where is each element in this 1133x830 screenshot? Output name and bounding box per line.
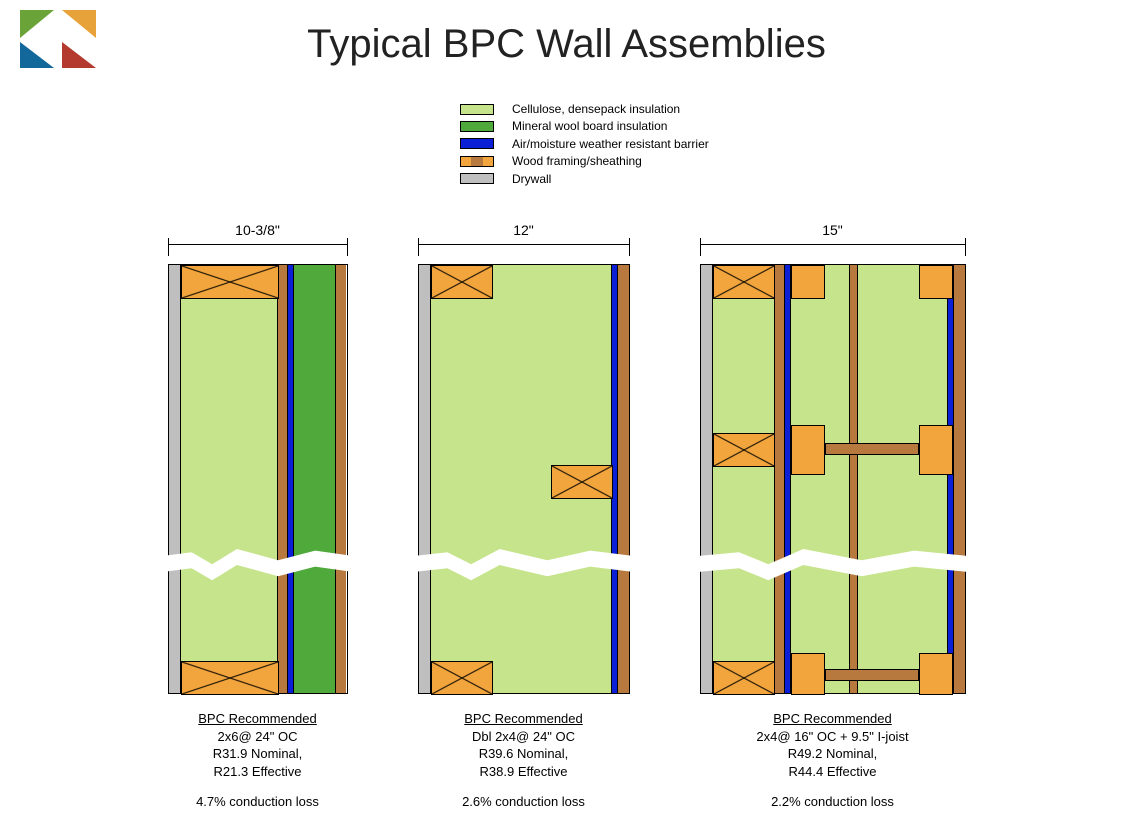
legend-swatch bbox=[460, 104, 494, 115]
dimension-line bbox=[700, 244, 966, 264]
caption-line: R39.6 Nominal, bbox=[418, 745, 630, 763]
caption-title: BPC Recommended bbox=[168, 710, 348, 728]
dimension-line bbox=[168, 244, 348, 264]
wall-section bbox=[168, 264, 348, 694]
assembly-a1: 10-3/8" BPC Recommended2x6@ 24" OCR31.9 N… bbox=[168, 222, 348, 809]
page-title: Typical BPC Wall Assemblies bbox=[0, 22, 1133, 67]
dimension-label: 12" bbox=[418, 222, 630, 238]
wall-layer bbox=[774, 265, 784, 693]
wall-layer bbox=[790, 265, 850, 693]
caption-line: 2x4@ 16" OC + 9.5" I-joist bbox=[700, 728, 966, 746]
dimension-label: 15" bbox=[700, 222, 966, 238]
caption-line: 2x6@ 24" OC bbox=[168, 728, 348, 746]
wall-layer bbox=[701, 265, 713, 693]
wall-section bbox=[700, 264, 966, 694]
legend-item: Mineral wool board insulation bbox=[460, 119, 709, 133]
legend-swatch bbox=[460, 156, 494, 167]
assembly-a3: 15" BPC Recommended2x4@ 16" OC + 9.5" I-j… bbox=[700, 222, 966, 809]
legend-item: Drywall bbox=[460, 172, 709, 186]
legend-item: Cellulose, densepack insulation bbox=[460, 102, 709, 116]
wall-layer bbox=[419, 265, 431, 693]
caption-line: R31.9 Nominal, bbox=[168, 745, 348, 763]
wall-layer bbox=[277, 265, 287, 693]
caption-line: R44.4 Effective bbox=[700, 763, 966, 781]
wall-layer bbox=[712, 265, 774, 693]
framing-block bbox=[825, 669, 919, 681]
assembly-a2: 12" BPC RecommendedDbl 2x4@ 24" OCR39.6 N… bbox=[418, 222, 630, 809]
legend-swatch bbox=[460, 173, 494, 184]
stud bbox=[713, 661, 775, 695]
legend-label: Air/moisture weather resistant barrier bbox=[512, 137, 709, 151]
conduction-loss: 4.7% conduction loss bbox=[168, 794, 348, 809]
stud bbox=[181, 661, 279, 695]
caption-line: R49.2 Nominal, bbox=[700, 745, 966, 763]
legend-item: Air/moisture weather resistant barrier bbox=[460, 137, 709, 151]
framing-block bbox=[825, 443, 919, 455]
wall-layer bbox=[849, 265, 857, 693]
assembly-caption: BPC Recommended2x4@ 16" OC + 9.5" I-jois… bbox=[700, 710, 966, 780]
assemblies-row: 10-3/8"BPC Recommended2x6@ 24" OCR31.9 N… bbox=[0, 222, 1133, 809]
legend-swatch bbox=[460, 121, 494, 132]
wall-layer bbox=[857, 265, 946, 693]
wall-layer bbox=[169, 265, 181, 693]
caption-line: Dbl 2x4@ 24" OC bbox=[418, 728, 630, 746]
legend-item: Wood framing/sheathing bbox=[460, 154, 709, 168]
stud bbox=[431, 265, 493, 299]
stud bbox=[181, 265, 279, 299]
assembly-caption: BPC RecommendedDbl 2x4@ 24" OCR39.6 Nomi… bbox=[418, 710, 630, 780]
conduction-loss: 2.2% conduction loss bbox=[700, 794, 966, 809]
stud bbox=[551, 465, 613, 499]
caption-line: R21.3 Effective bbox=[168, 763, 348, 781]
conduction-loss: 2.6% conduction loss bbox=[418, 794, 630, 809]
dimension-label: 10-3/8" bbox=[168, 222, 348, 238]
legend: Cellulose, densepack insulation Mineral w… bbox=[460, 102, 709, 189]
framing-block bbox=[919, 653, 953, 695]
caption-title: BPC Recommended bbox=[418, 710, 630, 728]
wall-layer bbox=[617, 265, 629, 693]
wall-layer bbox=[335, 265, 347, 693]
framing-block bbox=[919, 425, 953, 475]
legend-swatch bbox=[460, 138, 494, 149]
wall-section bbox=[418, 264, 630, 694]
framing-block bbox=[791, 425, 825, 475]
stud bbox=[713, 433, 775, 467]
legend-label: Drywall bbox=[512, 172, 551, 186]
legend-label: Wood framing/sheathing bbox=[512, 154, 642, 168]
stud bbox=[431, 661, 493, 695]
wall-layer bbox=[953, 265, 965, 693]
legend-label: Mineral wool board insulation bbox=[512, 119, 667, 133]
stud bbox=[713, 265, 775, 299]
legend-label: Cellulose, densepack insulation bbox=[512, 102, 680, 116]
caption-title: BPC Recommended bbox=[700, 710, 966, 728]
wall-layer bbox=[180, 265, 277, 693]
framing-block bbox=[791, 265, 825, 299]
dimension-line bbox=[418, 244, 630, 264]
framing-block bbox=[791, 653, 825, 695]
framing-block bbox=[919, 265, 953, 299]
caption-line: R38.9 Effective bbox=[418, 763, 630, 781]
wall-layer bbox=[293, 265, 335, 693]
assembly-caption: BPC Recommended2x6@ 24" OCR31.9 Nominal,… bbox=[168, 710, 348, 780]
